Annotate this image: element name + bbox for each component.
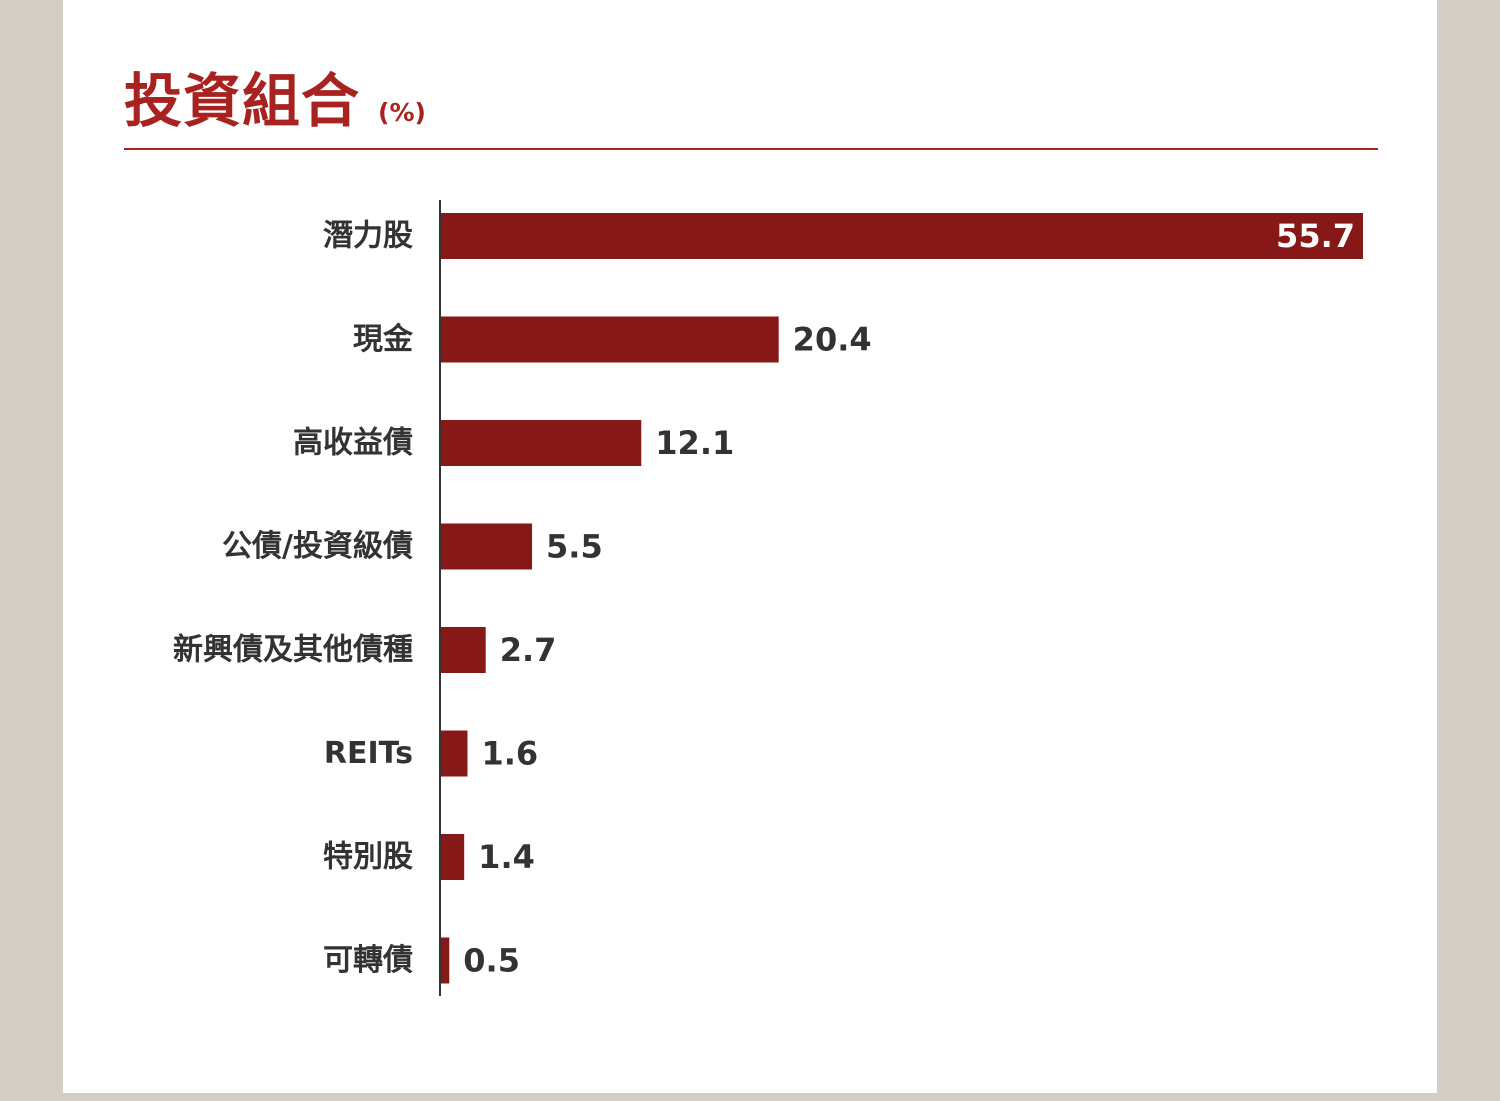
chart-header: 投資組合 (%) bbox=[124, 54, 426, 138]
title-divider bbox=[124, 148, 1378, 150]
category-label: 現金 bbox=[353, 322, 414, 357]
bar bbox=[441, 316, 779, 363]
bar bbox=[441, 213, 1363, 259]
value-label: 20.4 bbox=[793, 321, 872, 359]
category-label: 高收益債 bbox=[293, 426, 413, 461]
bar bbox=[441, 627, 486, 673]
bar-chart: 潛力股 55.7 現金 20.4 高收益債 12.1 公債/投資級債 5.5 新興債及其他債種 2… bbox=[173, 200, 1363, 996]
chart-unit: (%) bbox=[378, 98, 426, 127]
chart-panel: 投資組合 (%) 潛力股 55.7 現金 20.4 高收益債 12.1 公債/投資級債 5.5… bbox=[63, 0, 1437, 1093]
value-label: 2.7 bbox=[500, 631, 557, 669]
bar bbox=[441, 937, 450, 984]
category-label: 潛力股 bbox=[323, 219, 413, 254]
value-label: 12.1 bbox=[655, 424, 734, 462]
category-label: 可轉債 bbox=[323, 943, 413, 978]
category-label: REITs bbox=[324, 736, 413, 771]
value-label: 1.6 bbox=[481, 735, 538, 773]
bar bbox=[441, 523, 533, 570]
category-label: 新興債及其他債種 bbox=[173, 633, 413, 668]
value-label: 5.5 bbox=[546, 528, 603, 566]
bar bbox=[441, 420, 642, 466]
category-label: 公債/投資級債 bbox=[222, 529, 413, 564]
chart-title: 投資組合 bbox=[124, 67, 361, 135]
value-label: 1.4 bbox=[478, 838, 535, 876]
value-label: 55.7 bbox=[1276, 217, 1355, 255]
category-label: 特別股 bbox=[323, 840, 413, 875]
bar bbox=[441, 834, 465, 880]
bar bbox=[441, 730, 468, 777]
value-label: 0.5 bbox=[463, 942, 520, 980]
